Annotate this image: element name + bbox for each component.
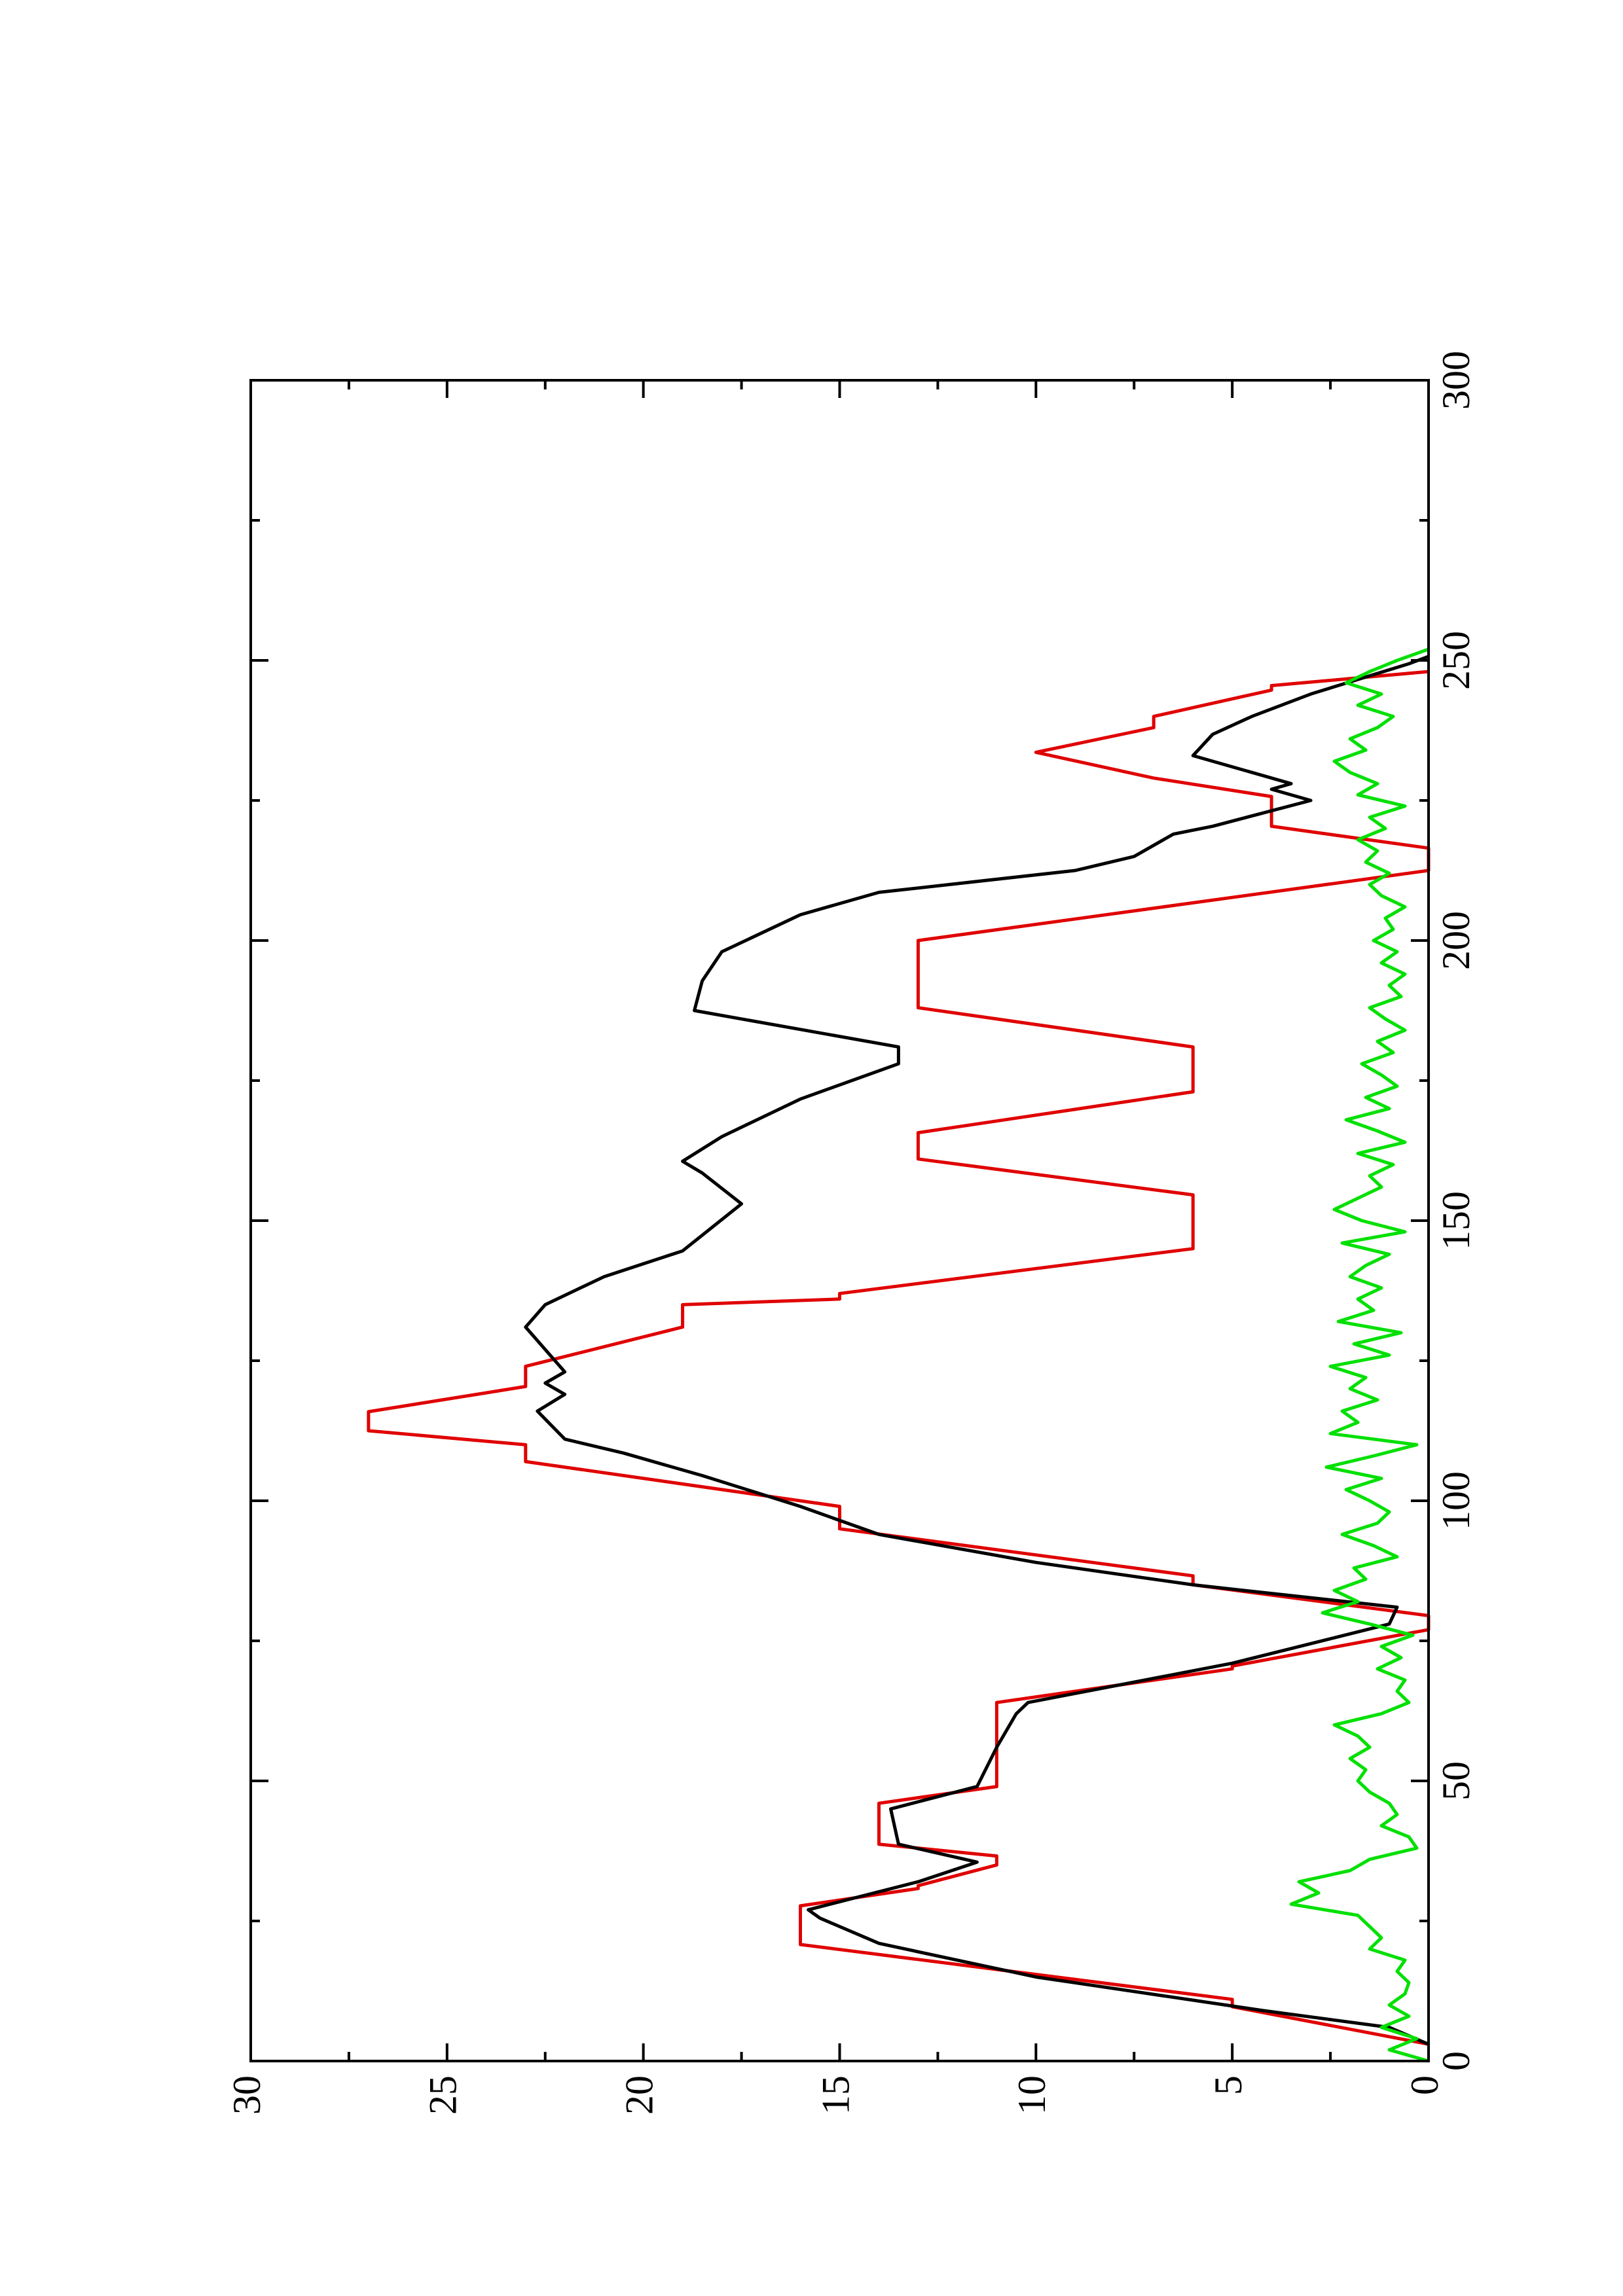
y-tick-label: 15 bbox=[814, 2075, 857, 2115]
x-tick-label: 250 bbox=[1434, 631, 1478, 690]
y-tick-label: 25 bbox=[422, 2075, 465, 2115]
x-tick-label: 200 bbox=[1434, 911, 1478, 970]
x-tick-label: 300 bbox=[1434, 351, 1478, 410]
data-line bbox=[524, 655, 1429, 2046]
plot-area: 0 50 100 150 200 250 300 0 5 10 15 20 25 30 bbox=[225, 351, 1478, 2115]
data-line bbox=[367, 670, 1431, 2046]
x-tick-label: 100 bbox=[1434, 1471, 1478, 1530]
x-tick-label: 0 bbox=[1434, 2051, 1478, 2071]
y-tick-label: 20 bbox=[617, 2075, 661, 2115]
data-line bbox=[1289, 647, 1429, 2063]
plot-frame bbox=[249, 379, 1430, 2062]
x-tick-label: 150 bbox=[1434, 1191, 1478, 1250]
y-tick-label: 30 bbox=[225, 2075, 268, 2115]
y-tick-label: 10 bbox=[1010, 2075, 1053, 2115]
y-tick-label: 5 bbox=[1207, 2075, 1250, 2095]
y-tick-label: 0 bbox=[1403, 2075, 1446, 2095]
x-tick-label: 50 bbox=[1434, 1761, 1478, 1801]
